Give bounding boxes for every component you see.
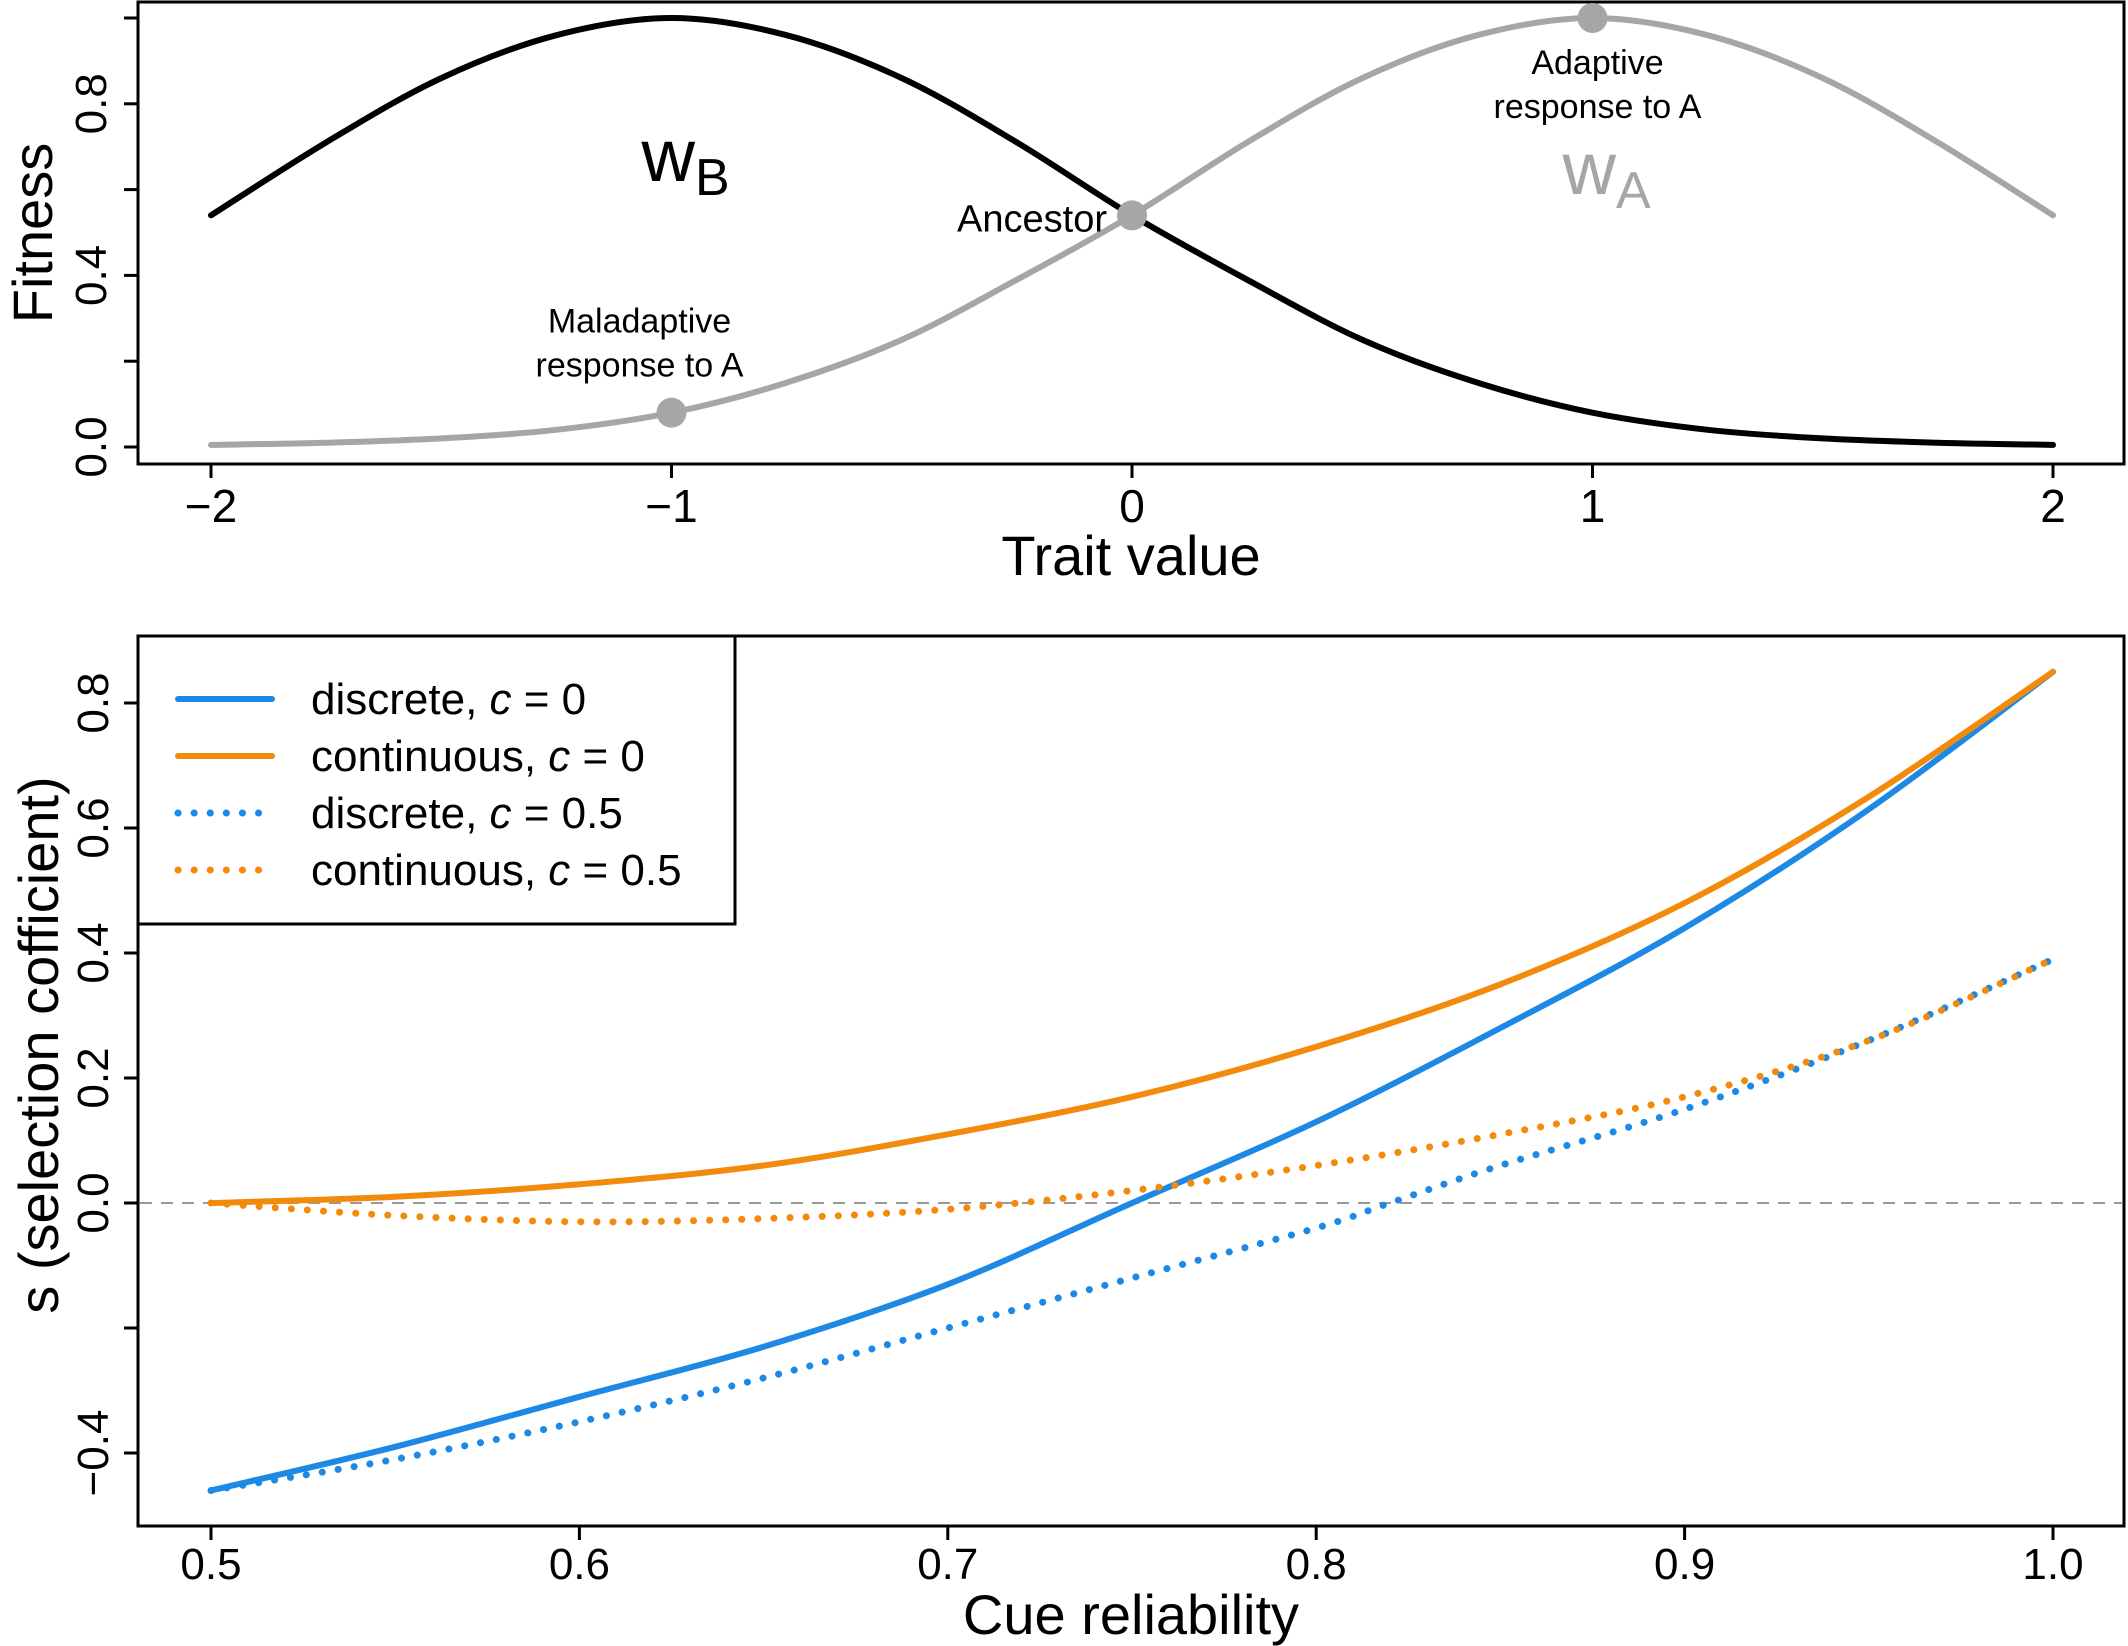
top-y-tick-label: 0.0 — [67, 416, 116, 477]
bottom-series — [207, 668, 2057, 1494]
bottom-y-tick-label: 0.8 — [69, 672, 118, 733]
point-annotation: Adaptive — [1531, 44, 1663, 82]
legend-label: discrete, c = 0 — [311, 675, 586, 724]
bottom-x-tick-label: 0.5 — [180, 1540, 241, 1589]
marker-point — [1117, 200, 1147, 231]
bottom-y-tick-label: 0.4 — [69, 922, 118, 983]
legend-label: discrete, c = 0.5 — [311, 789, 623, 838]
bottom-y-tick-label: 0.0 — [69, 1172, 118, 1233]
bottom-y-tick-label: −0.4 — [69, 1410, 118, 1497]
bottom-axes: 0.5 0.6 0.7 0.8 0.9 1.0 −0.4 0.0 0.2 0.4 0.6 0.8 — [69, 672, 2084, 1589]
marker-point — [656, 397, 687, 428]
top-x-tick-label: −2 — [185, 480, 237, 532]
bottom-x-tick-label: 0.7 — [917, 1540, 978, 1589]
bottom-y-tick-label: 0.2 — [69, 1047, 118, 1108]
top-panel: −2 −1 0 1 2 0.0 0.4 0.8 wB wA Maladaptive respons… — [1, 0, 2126, 587]
top-points: Maladaptive response to A Ancestor Adaptive… — [536, 3, 1702, 428]
top-x-tick-label: −1 — [645, 480, 697, 532]
series-label-wB: wB — [641, 114, 730, 207]
series-line — [208, 668, 2056, 1206]
bottom-panel: 0.5 0.6 0.7 0.8 0.9 1.0 −0.4 0.0 0.2 0.4 0.6 0.8 Cu… — [7, 634, 2126, 1646]
series-line — [207, 955, 2057, 1226]
legend-label: continuous, c = 0 — [311, 732, 645, 781]
top-series: wB wA — [208, 14, 2056, 448]
legend-label: continuous, c = 0.5 — [311, 846, 682, 895]
bottom-x-tick-label: 0.6 — [549, 1540, 610, 1589]
bottom-x-tick-label: 0.8 — [1286, 1540, 1347, 1589]
top-plot-frame — [136, 0, 2126, 466]
top-y-axis-title: Fitness — [1, 143, 64, 324]
top-x-axis-title: Trait value — [1001, 524, 1260, 587]
series-line — [207, 955, 2057, 1494]
top-x-tick-label: 0 — [1119, 480, 1145, 532]
legend-box — [136, 634, 737, 926]
bottom-y-axis-title: s (selection cofficient) — [7, 776, 70, 1313]
point-annotation: response to A — [1494, 88, 1702, 126]
legend: discrete, c = 0 continuous, c = 0 discrete… — [136, 634, 737, 926]
point-annotation: Maladaptive — [548, 303, 731, 341]
fitness-curve-B — [208, 14, 2056, 448]
point-annotation: Ancestor — [957, 198, 1107, 240]
legend-items: discrete, c = 0 continuous, c = 0 discrete… — [174, 675, 682, 895]
point-annotation: response to A — [536, 347, 744, 385]
bottom-y-tick-label: 0.6 — [69, 797, 118, 858]
top-axes: −2 −1 0 1 2 0.0 0.4 0.8 — [67, 16, 2066, 532]
bottom-x-axis-title: Cue reliability — [963, 1583, 1299, 1646]
fitness-curve-A — [208, 14, 2056, 448]
top-x-tick-label: 2 — [2040, 480, 2066, 532]
bottom-x-tick-label: 1.0 — [2022, 1540, 2083, 1589]
top-y-tick-label: 0.4 — [67, 245, 116, 306]
series-line — [208, 668, 2056, 1494]
top-y-tick-label: 0.8 — [67, 73, 116, 134]
bottom-plot-frame — [136, 634, 2126, 1528]
top-x-tick-label: 1 — [1580, 480, 1606, 532]
series-label-wA: wA — [1562, 127, 1651, 220]
marker-point — [1577, 3, 1608, 33]
bottom-x-tick-label: 0.9 — [1654, 1540, 1715, 1589]
